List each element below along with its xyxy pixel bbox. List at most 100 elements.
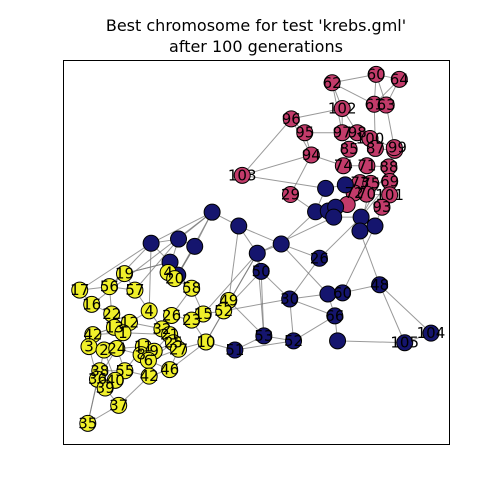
- edge-b12-56: [109, 242, 152, 288]
- node-17: [71, 281, 89, 299]
- node-label-47: 4: [144, 302, 154, 320]
- node-label-16: 71: [357, 157, 376, 175]
- node-53: [255, 327, 273, 345]
- node-66: [326, 307, 344, 325]
- node-60b: [334, 284, 352, 302]
- node-27: [170, 340, 188, 358]
- node-24: [108, 340, 126, 357]
- node-label-1: 62: [323, 74, 342, 92]
- node-label-19: 73: [350, 174, 369, 192]
- node-label-50: 15: [194, 305, 213, 323]
- node-label-63: 2: [99, 341, 109, 359]
- node-71: [358, 157, 376, 175]
- node-label-0: 60: [367, 65, 386, 83]
- node-label-66: 8: [136, 346, 146, 364]
- node-label-48: 52: [214, 302, 233, 320]
- node-b2: [336, 176, 354, 194]
- node-label-49: 26: [162, 306, 181, 324]
- node-label-64: 24: [107, 340, 126, 358]
- node-b12: [142, 234, 160, 252]
- node-label-6: 96: [282, 110, 301, 128]
- node-99: [385, 139, 403, 157]
- node-b13: [170, 230, 188, 248]
- node-label-61: 27: [169, 340, 188, 358]
- node-label-41: 17: [70, 281, 89, 299]
- node-label-7: 95: [295, 124, 314, 142]
- node-30: [281, 290, 299, 308]
- node-label-3: 102: [328, 100, 357, 118]
- node-52: [285, 332, 303, 350]
- node-label-28: 50: [252, 262, 271, 280]
- node-70: [358, 185, 376, 203]
- node-label-37: 51: [225, 341, 244, 359]
- node-101: [381, 186, 399, 204]
- node-26: [310, 249, 328, 267]
- node-label-43: 57: [125, 281, 144, 299]
- edge-b12-4b: [148, 243, 152, 311]
- node-48: [371, 276, 389, 294]
- node-label-58: 10: [196, 333, 215, 351]
- node-label-55: 1: [118, 324, 128, 342]
- node-56: [100, 278, 118, 296]
- node-60: [367, 65, 385, 83]
- node-63: [377, 96, 395, 114]
- node-26y: [163, 306, 181, 324]
- edge-17-b12: [79, 242, 152, 291]
- node-label-38: 19: [115, 265, 134, 283]
- node-label-24: 101: [375, 186, 404, 204]
- node-label-15: 74: [334, 157, 353, 175]
- node-20: [166, 270, 184, 288]
- node-label-70: 55: [115, 362, 134, 380]
- node-85: [340, 140, 358, 158]
- node-label-27: 26: [310, 249, 329, 267]
- node-label-34: 53: [254, 327, 273, 345]
- node-label-33: 104: [417, 324, 446, 342]
- edge-b19-b15: [280, 243, 329, 295]
- node-b6: [325, 208, 343, 226]
- node-label-45: 16: [82, 295, 101, 313]
- node-label-11: 85: [340, 140, 359, 158]
- node-103: [233, 166, 251, 184]
- node-87: [366, 139, 384, 157]
- node-label-30: 60: [333, 284, 352, 302]
- edge-b8-60b: [342, 225, 376, 294]
- node-37: [110, 396, 128, 414]
- node-label-9: 98: [348, 124, 367, 142]
- node-b1: [317, 179, 335, 197]
- node-23: [183, 311, 201, 329]
- plot-frame: [63, 60, 450, 445]
- node-label-65: 11: [134, 338, 153, 356]
- node-label-29: 48: [370, 276, 389, 294]
- edge-b11-49: [228, 225, 240, 301]
- node-label-77: 35: [78, 414, 97, 432]
- node-label-35: 52: [284, 332, 303, 350]
- node-label-5: 63: [377, 96, 396, 114]
- edge-48-b9: [359, 230, 381, 285]
- node-label-59: 21: [160, 326, 179, 344]
- node-4b: [140, 302, 158, 320]
- node-label-60: 25: [164, 334, 183, 352]
- node-74: [334, 157, 352, 175]
- node-label-57: 32: [152, 320, 171, 338]
- node-16: [83, 295, 101, 313]
- edge-15-b16: [202, 252, 258, 315]
- node-layer: [71, 65, 440, 432]
- node-label-72: 36: [88, 370, 107, 388]
- node-105: [396, 334, 414, 352]
- node-label-25: 29: [281, 186, 300, 204]
- node-29: [281, 186, 299, 204]
- node-label-67: 9: [149, 342, 159, 360]
- node-label-12: 87: [366, 139, 385, 157]
- node-label-56: 42: [83, 326, 102, 344]
- edge-26-b7: [319, 216, 362, 259]
- node-label-17: 88: [379, 158, 398, 176]
- node-1: [114, 324, 132, 342]
- node-label-52: 23: [182, 311, 201, 329]
- node-b10: [203, 203, 221, 221]
- node-label-2: 64: [390, 70, 409, 88]
- node-label-31: 30: [280, 290, 299, 308]
- node-label-23: 70: [357, 185, 376, 203]
- node-label-40: 20: [165, 270, 184, 288]
- node-95: [296, 124, 314, 142]
